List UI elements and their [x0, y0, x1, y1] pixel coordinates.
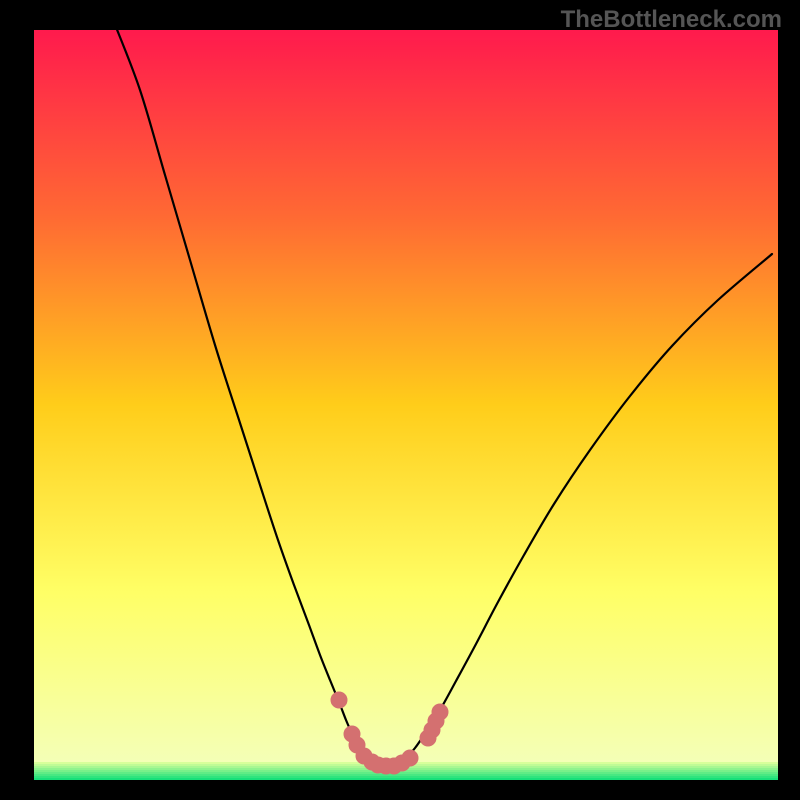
- marker-dot: [331, 692, 347, 708]
- bottleneck-curve: [114, 22, 772, 768]
- chart-overlay: [0, 0, 800, 800]
- watermark-text: TheBottleneck.com: [561, 6, 782, 34]
- marker-dot: [432, 704, 448, 720]
- marker-dot: [402, 750, 418, 766]
- chart-frame: TheBottleneck.com: [0, 0, 800, 800]
